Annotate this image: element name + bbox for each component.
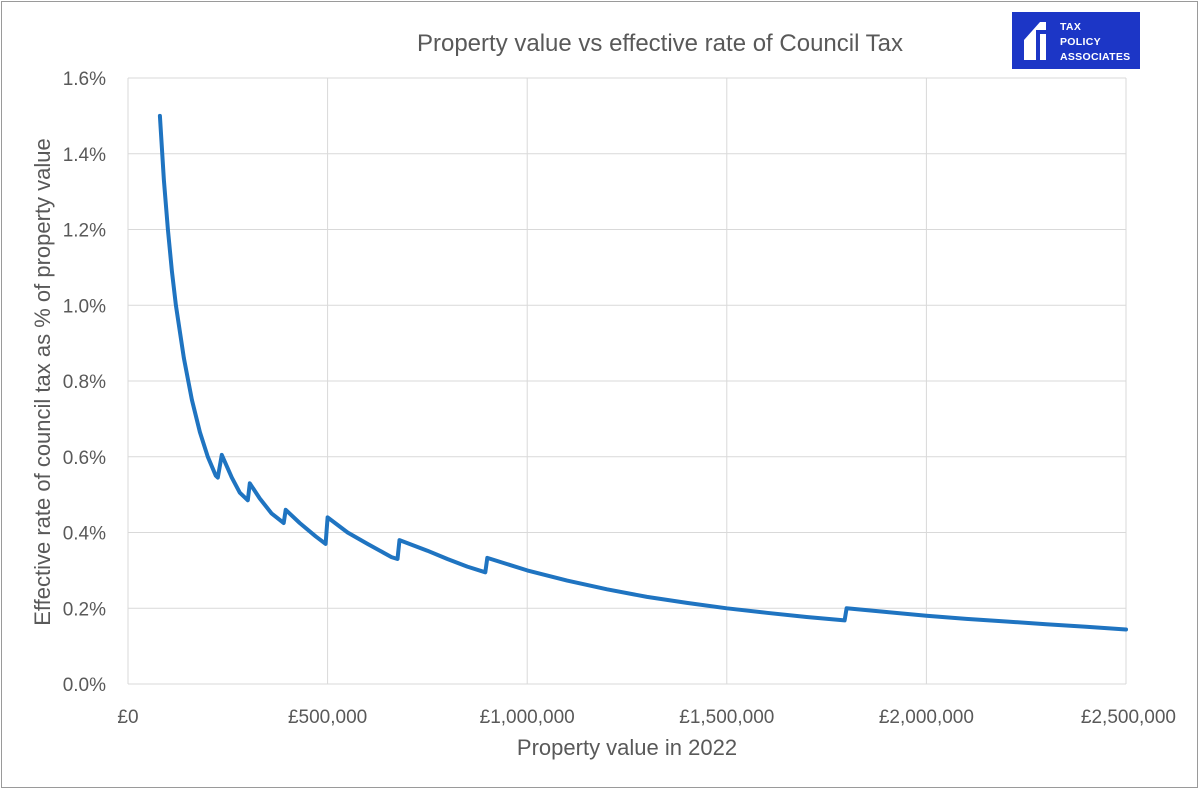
- x-axis-title: Property value in 2022: [517, 735, 737, 760]
- logo-text-line-1: TAX: [1060, 21, 1081, 33]
- x-tick-label: £2,500,000: [1081, 707, 1176, 728]
- x-tick-label: £1,000,000: [480, 707, 575, 728]
- x-tick-label: £1,500,000: [679, 707, 774, 728]
- logo-mark-icon: [1024, 22, 1046, 60]
- y-axis-title: Effective rate of council tax as % of pr…: [30, 138, 55, 626]
- y-tick-label: 0.0%: [63, 675, 106, 696]
- series-group: [157, 113, 1128, 632]
- tax-policy-associates-logo: TAX POLICY ASSOCIATES: [1012, 12, 1140, 69]
- y-tick-label: 0.8%: [63, 372, 106, 393]
- chart-title: Property value vs effective rate of Coun…: [417, 30, 903, 57]
- y-tick-labels: 0.0% 0.2% 0.4% 0.6% 0.8% 1.0% 1.2% 1.4% 1.6%: [63, 69, 106, 696]
- y-tick-label: 0.4%: [63, 524, 106, 545]
- x-tick-labels: £0 £500,000 £1,000,000 £1,500,000 £2,000,000…: [117, 707, 1176, 728]
- y-tick-label: 1.0%: [63, 296, 106, 317]
- gridlines: [127, 77, 1127, 685]
- y-tick-label: 0.2%: [63, 599, 106, 620]
- logo-text-line-2: POLICY: [1060, 36, 1101, 48]
- y-tick-label: 1.4%: [63, 145, 106, 166]
- y-tick-label: 1.2%: [63, 221, 106, 242]
- x-tick-label: £2,000,000: [879, 707, 974, 728]
- logo-text-line-3: ASSOCIATES: [1060, 51, 1130, 63]
- x-tick-label: £500,000: [288, 707, 367, 728]
- x-tick-label: £0: [117, 707, 138, 728]
- y-tick-label: 1.6%: [63, 69, 106, 90]
- series-line-effective-rate: [157, 113, 1128, 632]
- y-tick-label: 0.6%: [63, 448, 106, 469]
